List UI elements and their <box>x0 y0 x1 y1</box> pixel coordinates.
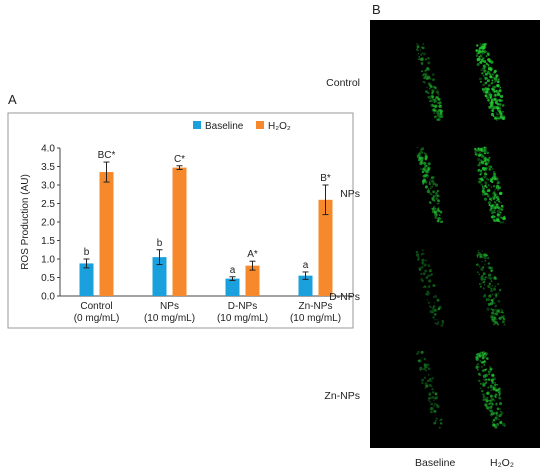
micrograph-cell <box>415 43 444 121</box>
column-label-baseline: Baseline <box>415 457 456 469</box>
bar-h2o2 <box>318 199 333 296</box>
y-tick-label: 3.5 <box>41 162 55 173</box>
legend-label-h2o2: H₂O₂ <box>268 121 291 132</box>
y-tick-label: 2.5 <box>41 199 55 210</box>
x-category-label: NPs <box>160 301 179 312</box>
y-tick-label: 0.5 <box>41 273 55 284</box>
y-tick-label: 1.0 <box>41 255 55 266</box>
bar-baseline <box>298 275 313 296</box>
micrograph-cell <box>416 350 443 429</box>
legend-label-baseline: Baseline <box>205 121 244 132</box>
row-label-nps: NPs <box>340 188 360 200</box>
significance-label: a <box>230 265 236 276</box>
significance-label: a <box>303 260 309 271</box>
x-category-label: Control <box>80 301 112 312</box>
ros-bar-chart: 0.0 0.5 1.0 1.5 2.0 2.5 3.0 3.5 4.0 ROS Productio… <box>7 112 354 329</box>
x-category-sublabel: (0 mg/mL) <box>74 313 120 324</box>
micrograph-cell <box>475 250 506 326</box>
significance-label: b <box>84 247 90 258</box>
micrograph-panel <box>370 20 540 448</box>
significance-label: b <box>157 238 163 249</box>
x-category-label: D-NPs <box>228 301 257 312</box>
micrograph-cell <box>475 350 506 429</box>
micrograph-cell <box>475 42 506 121</box>
column-label-h2o2: H₂O₂ <box>490 457 514 469</box>
panel-b-letter: B <box>372 2 381 17</box>
row-label-control: Control <box>326 77 360 89</box>
legend-swatch-h2o2 <box>256 121 264 129</box>
significance-label: A* <box>247 249 258 260</box>
significance-label: C* <box>174 154 185 165</box>
micrograph-cell <box>474 146 506 224</box>
bar-baseline <box>152 257 167 296</box>
significance-label: B* <box>320 173 331 184</box>
y-axis-title: ROS Production (AU) <box>20 174 31 270</box>
bar-baseline <box>225 278 240 296</box>
y-tick-label: 0.0 <box>41 292 55 303</box>
y-tick-label: 3.0 <box>41 181 55 192</box>
bar-h2o2 <box>99 172 114 296</box>
legend-swatch-baseline <box>193 121 201 129</box>
chart-frame <box>7 112 354 329</box>
bar-h2o2 <box>172 167 187 296</box>
y-tick-label: 2.0 <box>41 218 55 229</box>
row-label-d-nps: D-NPs <box>329 291 360 303</box>
bar-baseline <box>79 263 94 296</box>
x-category-sublabel: (10 mg/mL) <box>290 313 341 324</box>
row-label-zn-nps: Zn-NPs <box>324 390 360 402</box>
micrograph-cell <box>415 249 445 327</box>
significance-label: BC* <box>98 150 116 161</box>
y-tick-label: 4.0 <box>41 144 55 155</box>
micrograph-cell <box>416 146 444 224</box>
x-category-sublabel: (10 mg/mL) <box>144 313 195 324</box>
x-category-sublabel: (10 mg/mL) <box>217 313 268 324</box>
y-tick-label: 1.5 <box>41 236 55 247</box>
x-category-label: Zn-NPs <box>299 301 333 312</box>
micrograph-image <box>415 42 506 429</box>
panel-a-letter: A <box>8 92 17 107</box>
bar-h2o2 <box>245 265 260 296</box>
